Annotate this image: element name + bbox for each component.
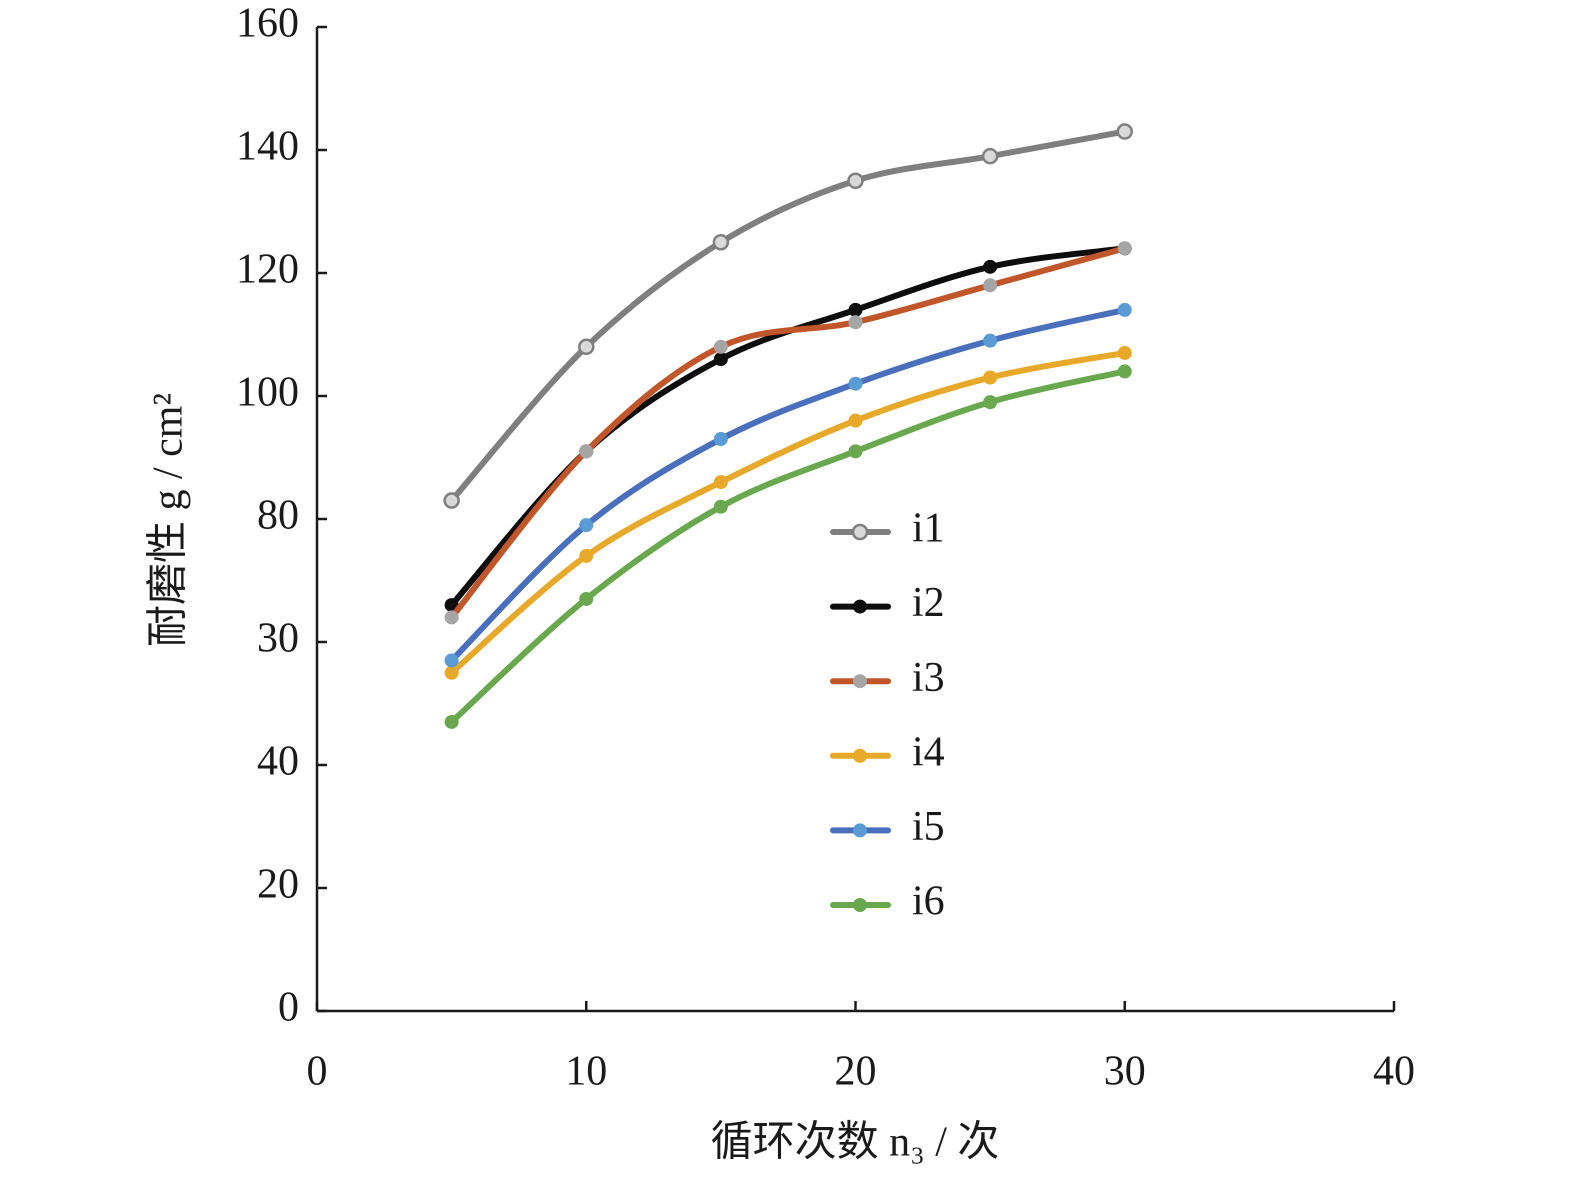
data-point bbox=[847, 172, 864, 189]
data-point bbox=[578, 338, 595, 356]
y-tick-label: 40 bbox=[257, 739, 299, 785]
series-line bbox=[448, 245, 1128, 621]
data-point bbox=[1117, 241, 1132, 256]
data-point bbox=[1116, 123, 1133, 140]
data-point bbox=[443, 492, 460, 509]
legend-marker bbox=[853, 674, 867, 689]
x-tick-label: 30 bbox=[1104, 1049, 1146, 1095]
data-point bbox=[713, 339, 728, 354]
series-line bbox=[448, 306, 1128, 664]
data-point bbox=[579, 591, 594, 606]
data-point bbox=[444, 610, 459, 625]
data-point bbox=[579, 444, 594, 459]
y-tick-label: 120 bbox=[236, 247, 299, 293]
data-point bbox=[444, 653, 459, 668]
x-tick-label: 10 bbox=[565, 1049, 607, 1095]
legend-label: i5 bbox=[912, 804, 945, 850]
data-point bbox=[1117, 345, 1132, 360]
y-tick-label: 30 bbox=[257, 616, 299, 662]
data-point bbox=[713, 499, 728, 514]
series-line bbox=[448, 245, 1128, 609]
data-point bbox=[983, 395, 998, 410]
series-line bbox=[448, 128, 1128, 504]
data-point bbox=[579, 518, 594, 533]
legend-marker bbox=[853, 898, 867, 912]
x-tick-label: 40 bbox=[1373, 1049, 1415, 1095]
data-point bbox=[848, 315, 863, 330]
data-point bbox=[1117, 364, 1132, 379]
x-axis-label: 循环次数 n₃ / 次 bbox=[711, 1120, 1000, 1166]
legend-label: i2 bbox=[912, 580, 945, 626]
y-tick-label: 160 bbox=[236, 1, 299, 47]
x-tick-label: 0 bbox=[307, 1049, 328, 1095]
legend-marker bbox=[853, 748, 867, 763]
y-tick-label: 0 bbox=[278, 985, 299, 1031]
series-line bbox=[448, 368, 1128, 725]
legend-marker bbox=[851, 523, 869, 541]
data-point bbox=[712, 234, 730, 251]
data-point bbox=[713, 352, 728, 367]
data-point bbox=[848, 444, 863, 459]
data-point bbox=[713, 432, 728, 447]
y-tick-label: 20 bbox=[257, 862, 299, 908]
y-tick-label: 140 bbox=[236, 124, 299, 170]
y-tick-label: 100 bbox=[236, 370, 299, 416]
data-point bbox=[444, 714, 459, 729]
data-point bbox=[983, 259, 998, 274]
data-point bbox=[983, 370, 998, 385]
series-line bbox=[448, 349, 1128, 676]
data-point bbox=[444, 665, 459, 680]
data-point bbox=[981, 147, 999, 165]
data-point bbox=[983, 278, 998, 293]
x-tick-label: 20 bbox=[835, 1049, 877, 1095]
data-point bbox=[713, 475, 728, 490]
data-point bbox=[579, 548, 594, 563]
legend-label: i4 bbox=[912, 729, 945, 775]
data-point bbox=[1117, 302, 1132, 317]
legend-label: i6 bbox=[912, 879, 945, 925]
data-point bbox=[983, 333, 998, 348]
legend-marker bbox=[853, 823, 867, 838]
data-point bbox=[848, 302, 863, 317]
data-point bbox=[848, 376, 863, 391]
y-axis-label: 耐磨性 g / cm² bbox=[146, 393, 192, 647]
y-tick-label: 80 bbox=[257, 493, 299, 539]
legend-label: i1 bbox=[912, 506, 945, 552]
legend-marker bbox=[853, 599, 867, 614]
legend-label: i3 bbox=[912, 655, 945, 701]
data-point bbox=[848, 413, 863, 428]
